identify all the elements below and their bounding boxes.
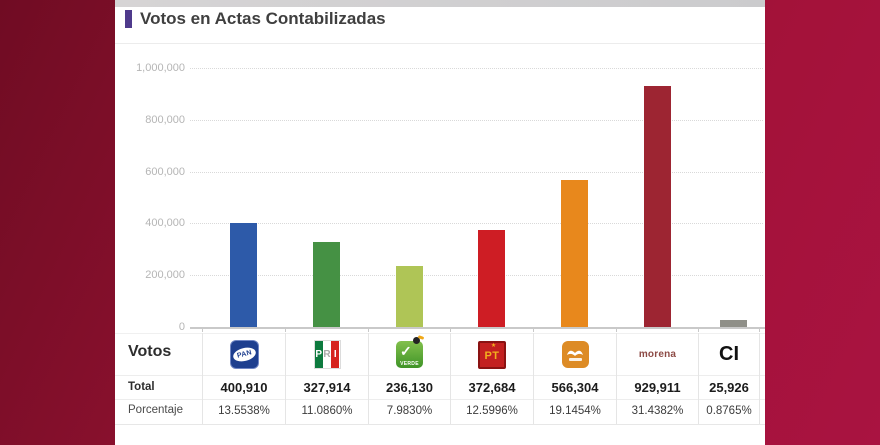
pri-logo-stripe: P	[314, 341, 323, 368]
y-axis-label: 200,000	[145, 269, 185, 282]
total-value-mc: 566,304	[551, 379, 599, 395]
table-horizontal-border	[115, 333, 765, 334]
pan-logo-icon: PAN	[229, 340, 259, 369]
y-axis-label: 0	[178, 321, 185, 333]
x-axis-tick	[759, 328, 760, 332]
bar-pan	[230, 223, 257, 327]
pt-logo-icon: ★ PT	[478, 340, 506, 369]
pri-logo-stripe: R	[322, 341, 332, 368]
party-logo-cell-verde: ✓ VERDE	[369, 334, 450, 375]
panel-top-strip	[115, 0, 765, 7]
mc-eagle-icon	[567, 350, 583, 356]
bar-verde	[395, 265, 423, 327]
gridline-400,000	[190, 223, 763, 225]
total-value-pan: 400,910	[220, 379, 268, 395]
bar-ci	[719, 320, 747, 327]
table-row-label-porcentaje: Porcentaje	[128, 404, 183, 416]
y-axis-label: 1,000,000	[136, 62, 185, 74]
pri-logo-stripe: I	[331, 341, 340, 368]
pan-logo-label: PAN	[231, 345, 257, 364]
y-axis-label: 400,000	[145, 217, 185, 230]
verde-logo-icon: ✓ VERDE	[396, 335, 425, 368]
gridline-1,000,000	[190, 68, 763, 69]
title-accent-bar	[125, 10, 132, 28]
x-axis-tick	[616, 328, 617, 332]
table-column-divider	[759, 333, 760, 424]
total-value-ci: 25,926	[709, 379, 749, 395]
ci-label: CI	[719, 343, 739, 365]
total-value-verde: 236,130	[386, 379, 433, 395]
porcentaje-value-mc: 19.1454%	[549, 405, 601, 417]
bar-pri	[313, 242, 340, 327]
table-column-divider	[698, 333, 699, 424]
gridline-800,000	[190, 119, 763, 121]
verde-logo-label: VERDE	[400, 361, 419, 367]
x-axis-tick	[202, 328, 203, 332]
bar-mc	[561, 180, 588, 327]
porcentaje-value-morena: 31.4382%	[631, 405, 684, 417]
table-column-divider	[368, 333, 369, 424]
pt-logo-label: PT	[484, 350, 500, 362]
total-value-pt: 372,684	[468, 379, 516, 395]
gridline-600,000	[190, 171, 763, 173]
party-logo-cell-pt: ★ PT	[451, 334, 533, 375]
bar-pt	[478, 230, 505, 327]
party-logo-cell-ci: CI	[699, 334, 759, 375]
party-logo-cell-morena: morena	[617, 334, 698, 375]
page-title: Votos en Actas Contabilizadas	[140, 9, 386, 28]
table-row-label-votos: Votos	[128, 343, 172, 360]
porcentaje-value-verde: 7.9830%	[386, 405, 433, 417]
porcentaje-value-ci: 0.8765%	[706, 405, 752, 417]
y-axis-label: 600,000	[145, 165, 185, 178]
header-divider	[115, 43, 765, 44]
table-column-divider	[285, 333, 286, 424]
verde-check-icon: ✓	[400, 343, 412, 359]
bar-morena	[643, 86, 671, 327]
verde-toucan-beak	[417, 335, 425, 340]
table-horizontal-border	[115, 399, 765, 400]
x-axis-tick	[533, 328, 534, 332]
y-axis-label: 800,000	[145, 113, 185, 126]
party-logo-cell-pan: PAN	[203, 334, 285, 375]
x-axis-tick	[450, 328, 451, 332]
table-column-divider	[533, 333, 534, 424]
mc-logo-textline	[568, 358, 582, 361]
table-horizontal-border	[115, 375, 765, 376]
table-column-divider	[450, 333, 451, 424]
porcentaje-value-pan: 13.5538%	[218, 405, 270, 417]
x-axis-tick	[368, 328, 369, 332]
pt-star-icon: ★	[490, 342, 497, 349]
party-logo-cell-mc	[534, 334, 616, 375]
x-axis-tick	[285, 328, 286, 332]
total-value-morena: 929,911	[634, 379, 681, 395]
table-column-divider	[616, 333, 617, 424]
x-axis-line	[190, 327, 765, 329]
results-panel: Votos en Actas Contabilizadas 0 200,000 40…	[115, 0, 765, 445]
table-column-divider	[202, 333, 203, 424]
x-axis-tick	[698, 328, 699, 332]
morena-logo-wordmark: morena	[638, 349, 677, 360]
table-horizontal-border	[115, 424, 765, 425]
mc-logo-icon	[561, 341, 589, 368]
porcentaje-value-pt: 12.5996%	[466, 405, 518, 417]
gridline-200,000	[190, 275, 763, 277]
porcentaje-value-pri: 11.0860%	[301, 405, 353, 417]
total-value-pri: 327,914	[303, 379, 351, 395]
table-row-label-total: Total	[128, 381, 155, 393]
verde-toucan-icon	[413, 335, 425, 344]
